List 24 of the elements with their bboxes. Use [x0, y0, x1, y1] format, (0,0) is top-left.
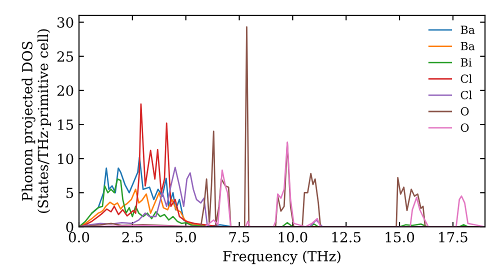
- y-axis-title: Phonon projected DOS (States/THz·primitive cell): [22, 29, 51, 213]
- x-tick-label: 12.5: [332, 232, 360, 242]
- y-tick-label: 10: [58, 154, 74, 164]
- x-tick-label: 7.5: [229, 232, 250, 242]
- y-tick-label: 0: [66, 222, 74, 232]
- x-tick-label: 0.0: [68, 232, 90, 242]
- legend-label: Cl: [460, 90, 472, 100]
- legend-label: Bi: [460, 58, 472, 66]
- y-tick-label: 25: [57, 51, 74, 62]
- y-tick-label: 15: [58, 119, 74, 130]
- y-tick-label: 20: [57, 85, 74, 96]
- y-tick-label: 5: [66, 188, 74, 198]
- x-tick-label: 5.0: [176, 232, 196, 242]
- y-tick-label: 30: [58, 17, 74, 28]
- legend-label: O: [460, 123, 469, 132]
- x-tick-label: 17.5: [439, 232, 468, 242]
- x-axis-title: Frequency (THz): [223, 250, 340, 264]
- legend-label: Ba: [460, 42, 475, 50]
- legend-label: Cl: [460, 74, 472, 83]
- x-tick-label: 10.0: [278, 232, 308, 242]
- x-tick-label: 2.5: [122, 232, 142, 242]
- x-tick-label: 15.0: [386, 232, 414, 242]
- legend-label: Ba: [460, 26, 475, 34]
- legend-label: O: [460, 107, 469, 116]
